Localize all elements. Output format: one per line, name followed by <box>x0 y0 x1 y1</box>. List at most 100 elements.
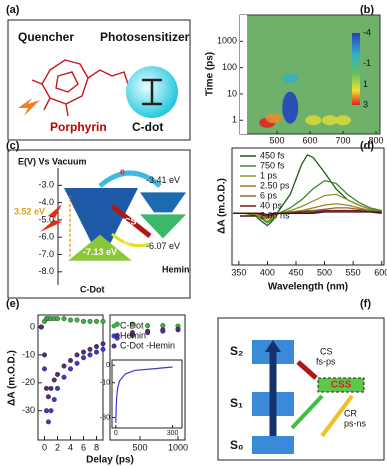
data-point <box>93 318 99 324</box>
tick-label: 500 <box>270 135 285 145</box>
arrow <box>110 204 152 238</box>
legend-label: 750 fs <box>260 160 285 170</box>
data-point <box>80 349 86 355</box>
legend-label: 2.50 ps <box>260 180 290 190</box>
spectrum-line <box>233 211 382 216</box>
heat-spot <box>265 113 282 124</box>
label: CR <box>344 408 357 418</box>
data-point <box>67 317 73 323</box>
label: CS <box>124 216 137 226</box>
tick-label: 1000 <box>168 442 188 452</box>
porphyrin-drawing <box>31 59 129 117</box>
data-point <box>175 326 181 332</box>
tick-label: -4.0 <box>38 197 54 207</box>
tick-label: 4 <box>68 442 73 452</box>
tick-label: 600 <box>374 267 387 277</box>
label: e <box>120 166 125 176</box>
heat-spot <box>305 115 322 126</box>
lightning <box>18 98 40 116</box>
tick-label: 500 <box>317 267 332 277</box>
icon <box>142 78 162 106</box>
spectrum-line <box>233 209 382 217</box>
level-label: -3.41 eV <box>146 175 180 185</box>
legend-label: 2.00 ns <box>260 210 290 220</box>
legend-marker <box>111 343 117 349</box>
panel-label: (a) <box>6 4 20 16</box>
state-label: S₀ <box>230 438 243 452</box>
gap <box>240 15 247 134</box>
data-point <box>129 321 135 327</box>
state-label: S₁ <box>230 396 243 410</box>
level-label: -6.07 eV <box>146 241 180 251</box>
data-point <box>74 317 80 323</box>
label: h <box>124 236 129 246</box>
arrow <box>98 170 162 188</box>
data-point <box>114 332 120 338</box>
data-point <box>38 324 44 330</box>
panel-label: (f) <box>360 298 371 310</box>
tick-label: 1000 <box>217 36 237 46</box>
tick-label: -7.0 <box>38 249 54 259</box>
label: Quencher <box>18 30 74 44</box>
data-point <box>48 408 54 414</box>
tick-label: 3 <box>363 99 368 109</box>
data-point <box>51 397 57 403</box>
data-point <box>42 352 48 358</box>
tick-label: -4 <box>363 27 371 37</box>
inset-frame <box>111 359 183 429</box>
tick-label: 8 <box>94 442 99 452</box>
label: CS <box>320 346 333 356</box>
tick-label: 1 <box>232 115 237 125</box>
state-label: S₂ <box>230 344 243 358</box>
legend-label: 1 ps <box>260 170 278 180</box>
label: CSS <box>331 380 352 391</box>
tick-label: -8.0 <box>38 266 54 276</box>
data-point <box>87 318 93 324</box>
lightning <box>40 204 62 232</box>
data-point <box>61 374 67 380</box>
tick-label: 6 <box>81 442 86 452</box>
tick-label: 350 <box>231 267 246 277</box>
tick-label: 10 <box>227 88 237 98</box>
legend-label: C-Dot <box>120 320 144 330</box>
data-point <box>61 316 67 322</box>
data-point <box>160 327 166 333</box>
label: C-dot <box>132 120 163 134</box>
tick-label: 0 <box>106 362 110 369</box>
tick-label: 0 <box>42 442 47 452</box>
heat-spot <box>335 115 352 126</box>
tick-label: 550 <box>346 267 361 277</box>
data-point <box>43 385 49 391</box>
panel-label: (b) <box>360 4 374 16</box>
panel-label: (c) <box>6 140 20 152</box>
cdot-vb-band <box>68 234 132 261</box>
tick-label: 0 <box>30 321 35 331</box>
panel-label: (d) <box>360 140 374 152</box>
panel-label: (e) <box>6 298 20 310</box>
plot-frame <box>109 314 186 441</box>
heat-spot <box>282 73 299 84</box>
data-point <box>61 363 67 369</box>
axis-title: ΔA (m.O.D.) <box>217 178 228 234</box>
axis-title: E(V) Vs Vacuum <box>18 156 87 166</box>
data-point <box>67 357 73 363</box>
legend-marker <box>111 323 117 329</box>
data-point <box>45 394 51 400</box>
legend-label: C-Dot -Hemin <box>120 340 175 350</box>
label: C-Dot <box>80 284 105 294</box>
label: ps-ns <box>344 418 367 428</box>
tick-label: -20 <box>22 377 35 387</box>
tick-label: 700 <box>336 135 351 145</box>
data-point <box>42 366 48 372</box>
axis-title: ΔA (m.O.D.) <box>7 350 18 406</box>
data-point <box>80 318 86 324</box>
data-point <box>74 352 80 358</box>
cdot-band <box>64 188 138 248</box>
tick-label: 1 <box>363 79 368 89</box>
data-point <box>55 316 61 322</box>
tick-label: -6.0 <box>38 232 54 242</box>
panel-frame <box>7 149 191 299</box>
level-label: -7.13 eV <box>83 247 117 257</box>
